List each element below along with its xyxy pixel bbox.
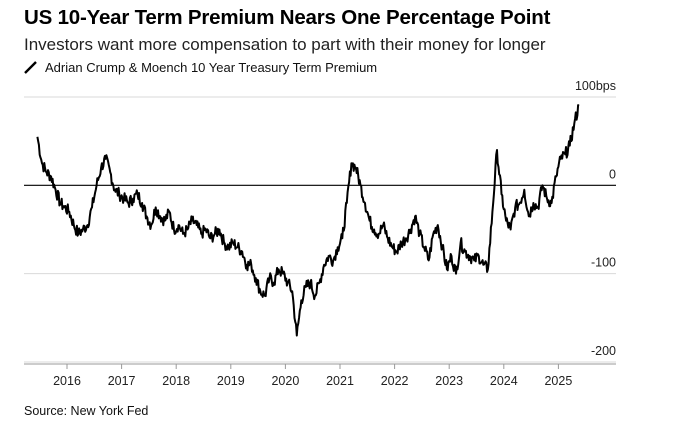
series-line <box>36 104 580 337</box>
legend-label: Adrian Crump & Moench 10 Year Treasury T… <box>45 60 378 75</box>
chart-subtitle: Investors want more compensation to part… <box>24 35 546 54</box>
chart-title: US 10-Year Term Premium Nears One Percen… <box>24 6 551 29</box>
y-tick-label: 0 <box>609 167 616 181</box>
x-tick-label: 2019 <box>217 374 245 388</box>
x-tick-label: 2017 <box>108 374 136 388</box>
x-tick-label: 2016 <box>53 374 81 388</box>
x-tick-label: 2022 <box>381 374 409 388</box>
y-tick-label: -100 <box>591 256 616 270</box>
series-layer <box>36 104 580 337</box>
source-note: Source: New York Fed <box>24 404 149 418</box>
y-tick-label: 100bps <box>575 79 616 93</box>
x-tick-label: 2021 <box>326 374 354 388</box>
legend: Adrian Crump & Moench 10 Year Treasury T… <box>24 60 377 75</box>
x-tick-label: 2023 <box>435 374 463 388</box>
y-tick-labels: 100bps 0 -100 -200 <box>575 79 616 358</box>
x-tick-label: 2025 <box>544 374 572 388</box>
x-tick-label: 2020 <box>271 374 299 388</box>
x-tick-label: 2024 <box>490 374 518 388</box>
diagonal-line-icon <box>24 61 37 74</box>
grid <box>24 96 616 363</box>
x-axis: 2016 2017 2018 2019 2020 2021 2022 2023 2024 2025 <box>24 363 616 388</box>
y-tick-label: -200 <box>591 344 616 358</box>
x-tick-label: 2018 <box>162 374 190 388</box>
